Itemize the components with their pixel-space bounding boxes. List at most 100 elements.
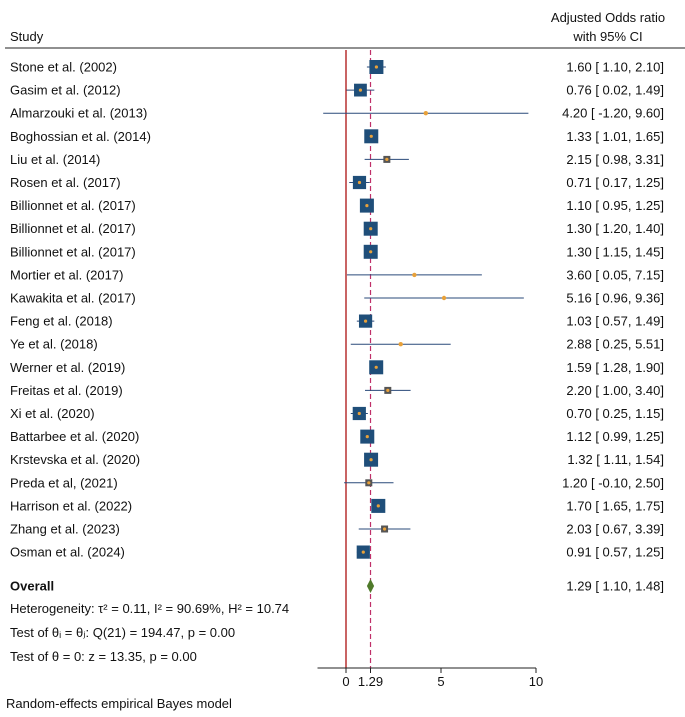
- study-row: Werner et al. (2019) 1.59 [ 1.28, 1.90]: [10, 360, 664, 375]
- study-row: Harrison et al. (2022) 1.70 [ 1.65, 1.75]: [10, 498, 664, 513]
- reference-lines: [345, 50, 372, 668]
- study-name: Xi et al. (2020): [10, 406, 95, 421]
- or-ci-value: 2.15 [ 0.98, 3.31]: [566, 152, 664, 167]
- study-name: Billionnet et al. (2017): [10, 198, 136, 213]
- or-ci-value: 5.16 [ 0.96, 9.36]: [566, 291, 664, 306]
- study-name: Preda et al, (2021): [10, 475, 118, 490]
- or-ci-value: 0.76 [ 0.02, 1.49]: [566, 83, 664, 98]
- point-estimate: [398, 342, 403, 347]
- x-tick-label: 1.29: [358, 674, 383, 689]
- point-estimate: [374, 365, 378, 369]
- study-row: Ye et al. (2018) 2.88 [ 0.25, 5.51]: [10, 337, 664, 352]
- study-name: Battarbee et al. (2020): [10, 429, 139, 444]
- study-name: Gasim et al. (2012): [10, 83, 121, 98]
- or-column-header-line1: Adjusted Odds ratio: [551, 10, 665, 25]
- or-ci-value: 2.20 [ 1.00, 3.40]: [566, 383, 664, 398]
- study-row: Osman et al. (2024) 0.91 [ 0.57, 1.25]: [10, 545, 664, 560]
- study-name: Harrison et al. (2022): [10, 498, 132, 513]
- x-tick-label: 10: [529, 674, 543, 689]
- homogeneity-test: Test of θᵢ = θⱼ: Q(21) = 194.47, p = 0.0…: [10, 625, 235, 640]
- study-name: Boghossian et al. (2014): [10, 129, 151, 144]
- study-name: Werner et al. (2019): [10, 360, 125, 375]
- overall-row: Overall 1.29 [ 1.10, 1.48]: [10, 579, 664, 594]
- point-estimate: [423, 111, 428, 116]
- or-ci-value: 3.60 [ 0.05, 7.15]: [566, 267, 664, 282]
- point-estimate: [357, 411, 361, 416]
- or-ci-value: 1.59 [ 1.28, 1.90]: [566, 360, 664, 375]
- study-column-header: Study: [10, 29, 44, 44]
- or-ci-value: 4.20 [ -1.20, 9.60]: [562, 106, 664, 121]
- study-row: Feng et al. (2018) 1.03 [ 0.57, 1.49]: [10, 314, 664, 329]
- study-name: Feng et al. (2018): [10, 314, 113, 329]
- or-ci-value: 1.10 [ 0.95, 1.25]: [566, 198, 664, 213]
- or-ci-value: 1.33 [ 1.01, 1.65]: [566, 129, 664, 144]
- point-estimate: [441, 295, 447, 301]
- study-name: Kawakita et al. (2017): [10, 291, 136, 306]
- study-name: Zhang et al. (2023): [10, 522, 120, 537]
- study-row: Almarzouki et al. (2013) 4.20 [ -1.20, 9.…: [10, 106, 664, 121]
- study-name: Stone et al. (2002): [10, 60, 117, 75]
- point-estimate: [357, 180, 362, 185]
- study-name: Krstevska et al. (2020): [10, 452, 140, 467]
- study-name: Liu et al. (2014): [10, 152, 100, 167]
- or-ci-value: 1.60 [ 1.10, 2.10]: [566, 60, 664, 75]
- point-estimate: [358, 88, 363, 92]
- or-ci-value: 0.70 [ 0.25, 1.15]: [566, 406, 664, 421]
- point-estimate: [365, 435, 369, 439]
- overall-diamond: [366, 579, 375, 593]
- or-ci-value: 1.03 [ 0.57, 1.49]: [566, 314, 664, 329]
- study-name: Ye et al. (2018): [10, 337, 98, 352]
- study-row: Rosen et al. (2017) 0.71 [ 0.17, 1.25]: [10, 175, 664, 190]
- or-ci-value: 2.88 [ 0.25, 5.51]: [566, 337, 664, 352]
- study-name: Mortier et al. (2017): [10, 267, 123, 282]
- point-estimate: [376, 504, 380, 508]
- point-estimate: [363, 319, 368, 323]
- study-row: Kawakita et al. (2017) 5.16 [ 0.96, 9.36]: [10, 291, 664, 306]
- point-estimate: [382, 527, 387, 531]
- study-name: Billionnet et al. (2017): [10, 221, 136, 236]
- study-row: Mortier et al. (2017) 3.60 [ 0.05, 7.15]: [10, 267, 664, 282]
- point-estimate: [369, 250, 373, 254]
- point-estimate: [365, 204, 369, 208]
- or-ci-value: 1.30 [ 1.15, 1.45]: [566, 244, 664, 259]
- or-ci-value: 1.12 [ 0.99, 1.25]: [566, 429, 664, 444]
- or-ci-value: 2.03 [ 0.67, 3.39]: [566, 522, 664, 537]
- x-tick-label: 0: [342, 674, 349, 689]
- study-row: Billionnet et al. (2017) 1.30 [ 1.20, 1.4…: [10, 221, 664, 236]
- x-axis: 0 1.29 5 10: [317, 667, 543, 689]
- overall-effect-test: Test of θ = 0: z = 13.35, p = 0.00: [10, 649, 197, 664]
- study-row: Freitas et al. (2019) 2.20 [ 1.00, 3.40]: [10, 383, 664, 398]
- point-estimate: [369, 458, 373, 462]
- model-note: Random-effects empirical Bayes model: [6, 696, 232, 711]
- heterogeneity-stats: Heterogeneity: τ² = 0.11, I² = 90.69%, H…: [10, 601, 289, 616]
- or-ci-value: 1.32 [ 1.11, 1.54]: [567, 452, 664, 467]
- or-ci-value: 1.70 [ 1.65, 1.75]: [566, 498, 664, 513]
- study-name: Freitas et al. (2019): [10, 383, 123, 398]
- or-ci-value: 1.30 [ 1.20, 1.40]: [566, 221, 664, 236]
- study-rows: Stone et al. (2002) 1.60 [ 1.10, 2.10] Gas…: [10, 60, 664, 560]
- point-estimate: [412, 272, 417, 278]
- study-row: Preda et al, (2021) 1.20 [ -0.10, 2.50]: [10, 475, 664, 490]
- study-row: Billionnet et al. (2017) 1.10 [ 0.95, 1.2…: [10, 198, 664, 213]
- study-row: Stone et al. (2002) 1.60 [ 1.10, 2.10]: [10, 60, 664, 75]
- point-estimate: [385, 157, 389, 161]
- study-row: Krstevska et al. (2020) 1.32 [ 1.11, 1.54…: [10, 452, 664, 467]
- study-name: Osman et al. (2024): [10, 545, 125, 560]
- point-estimate: [361, 550, 365, 554]
- x-tick-label: 5: [437, 674, 444, 689]
- study-row: Gasim et al. (2012) 0.76 [ 0.02, 1.49]: [10, 83, 664, 98]
- overall-label: Overall: [10, 579, 54, 594]
- study-name: Rosen et al. (2017): [10, 175, 121, 190]
- study-row: Billionnet et al. (2017) 1.30 [ 1.15, 1.4…: [10, 244, 664, 259]
- study-name: Billionnet et al. (2017): [10, 244, 136, 259]
- study-row: Liu et al. (2014) 2.15 [ 0.98, 3.31]: [10, 152, 664, 167]
- overall-or-ci-value: 1.29 [ 1.10, 1.48]: [566, 579, 664, 594]
- or-column-header-line2: with 95% CI: [572, 29, 642, 44]
- or-ci-value: 0.71 [ 0.17, 1.25]: [566, 175, 664, 190]
- study-row: Xi et al. (2020) 0.70 [ 0.25, 1.15]: [10, 406, 664, 421]
- point-estimate: [369, 134, 373, 138]
- point-estimate: [367, 481, 371, 485]
- point-estimate: [369, 227, 373, 231]
- study-name: Almarzouki et al. (2013): [10, 106, 147, 121]
